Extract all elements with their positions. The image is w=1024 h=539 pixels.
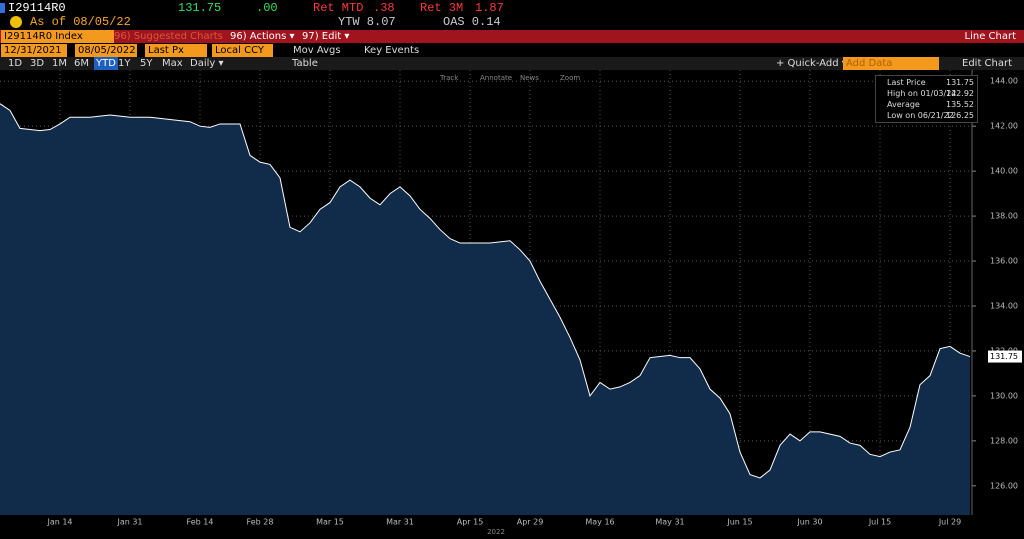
security[interactable]: I29114R0 Index	[1, 30, 114, 43]
legend: Last Price 131.75 High on 01/03/22 142.92 Av…	[875, 75, 978, 123]
ret-mtd: .38	[373, 1, 395, 15]
edit[interactable]: 97) Edit ▾	[302, 31, 350, 42]
x-tick-label: Feb 28	[247, 518, 274, 527]
period[interactable]: 5Y	[140, 58, 153, 69]
x-tick-label: Jul 15	[868, 518, 891, 527]
y-tick-label: 142.00	[990, 122, 1018, 131]
period[interactable]: YTD	[94, 57, 118, 70]
y-tick-label: 134.00	[990, 301, 1018, 310]
x-tick-label: Jan 14	[46, 518, 72, 527]
y-tick-label: 128.00	[990, 436, 1018, 445]
actions[interactable]: 96) Actions ▾	[230, 31, 295, 42]
x-tick-label: Feb 14	[187, 518, 214, 527]
period[interactable]: 6M	[74, 58, 89, 69]
edit-chart[interactable]: Edit Chart	[962, 58, 1013, 69]
suggested[interactable]: 96) Suggested Charts	[114, 31, 223, 42]
x-axis-label: 2022	[487, 528, 505, 536]
mov-avgs[interactable]: Mov Avgs	[293, 45, 341, 56]
as-of: As of 08/05/22	[30, 15, 131, 29]
ret-3m: 1.87	[475, 1, 504, 15]
legend-row: Last Price 131.75	[879, 77, 974, 88]
start-date[interactable]: 12/31/2021	[1, 44, 67, 57]
ret-mtd-label: Ret MTD	[313, 1, 364, 15]
tool[interactable]: News	[520, 74, 539, 82]
x-tick-label: Jun 15	[726, 518, 752, 527]
field[interactable]: Last Px	[145, 44, 207, 57]
ytw: YTW 8.07	[338, 15, 396, 29]
legend-value: 126.25	[946, 111, 974, 120]
end-date[interactable]: 08/05/2022	[75, 44, 137, 57]
ticker: I29114R0	[8, 1, 66, 15]
period[interactable]: 3D	[30, 58, 45, 69]
legend-row: Average 135.52	[879, 99, 974, 110]
legend-value: 135.52	[946, 100, 974, 109]
legend-label: High on 01/03/22	[887, 89, 957, 98]
last-value-box	[988, 350, 1022, 363]
x-tick-label: Jul 29	[938, 518, 961, 527]
key-events[interactable]: Key Events	[364, 45, 420, 56]
legend-value: 142.92	[946, 89, 974, 98]
y-tick-label: 144.00	[990, 77, 1018, 86]
quick-add[interactable]: + Quick-Add ▾	[776, 58, 847, 69]
legend-row: High on 01/03/22 142.92	[879, 88, 974, 99]
chart: 126.00128.00130.00132.00134.00136.00138.…	[0, 70, 1022, 536]
frequency[interactable]: Daily ▾	[190, 58, 224, 69]
tool[interactable]: Annotate	[480, 74, 513, 82]
y-tick-label: 138.00	[990, 212, 1018, 221]
legend-row: Low on 06/21/22 126.25	[879, 110, 974, 121]
y-tick-label: 140.00	[990, 167, 1018, 176]
oas: OAS 0.14	[443, 15, 501, 29]
y-tick-label: 126.00	[990, 481, 1018, 490]
x-tick-label: May 16	[585, 518, 614, 527]
legend-value: 131.75	[946, 78, 974, 87]
view[interactable]: Line Chart	[964, 31, 1017, 42]
x-tick-label: Jun 30	[796, 518, 822, 527]
period[interactable]: 1M	[52, 58, 67, 69]
alert-icon[interactable]	[10, 16, 22, 28]
x-tick-label: Mar 31	[386, 518, 414, 527]
legend-label: Average	[887, 100, 920, 109]
tool[interactable]: Zoom	[560, 74, 581, 82]
x-tick-label: Jan 31	[116, 518, 142, 527]
currency[interactable]: Local CCY	[212, 44, 273, 57]
price: 131.75	[178, 1, 222, 15]
change: .00	[256, 1, 278, 15]
last-value: 131.75	[990, 352, 1018, 361]
x-tick-label: May 31	[655, 518, 684, 527]
x-tick-label: Mar 15	[316, 518, 344, 527]
period[interactable]: 1Y	[118, 58, 131, 69]
line	[0, 103, 971, 479]
add-data[interactable]: Add Data	[843, 57, 939, 70]
legend-label: Last Price	[887, 78, 926, 87]
legend-label: Low on 06/21/22	[887, 111, 954, 120]
x-tick-label: Apr 29	[517, 518, 544, 527]
period[interactable]: Max	[162, 58, 183, 69]
ret-3m-label: Ret 3M	[420, 1, 464, 15]
toolbar	[0, 57, 1024, 70]
menu-bar	[0, 30, 1024, 43]
table[interactable]: Table	[292, 58, 318, 69]
marker	[0, 3, 5, 13]
area	[0, 103, 970, 515]
y-tick-label: 136.00	[990, 257, 1018, 266]
tool[interactable]: Track	[440, 74, 459, 82]
x-tick-label: Apr 15	[457, 518, 484, 527]
period[interactable]: 1D	[8, 58, 23, 69]
y-tick-label: 130.00	[990, 391, 1018, 400]
